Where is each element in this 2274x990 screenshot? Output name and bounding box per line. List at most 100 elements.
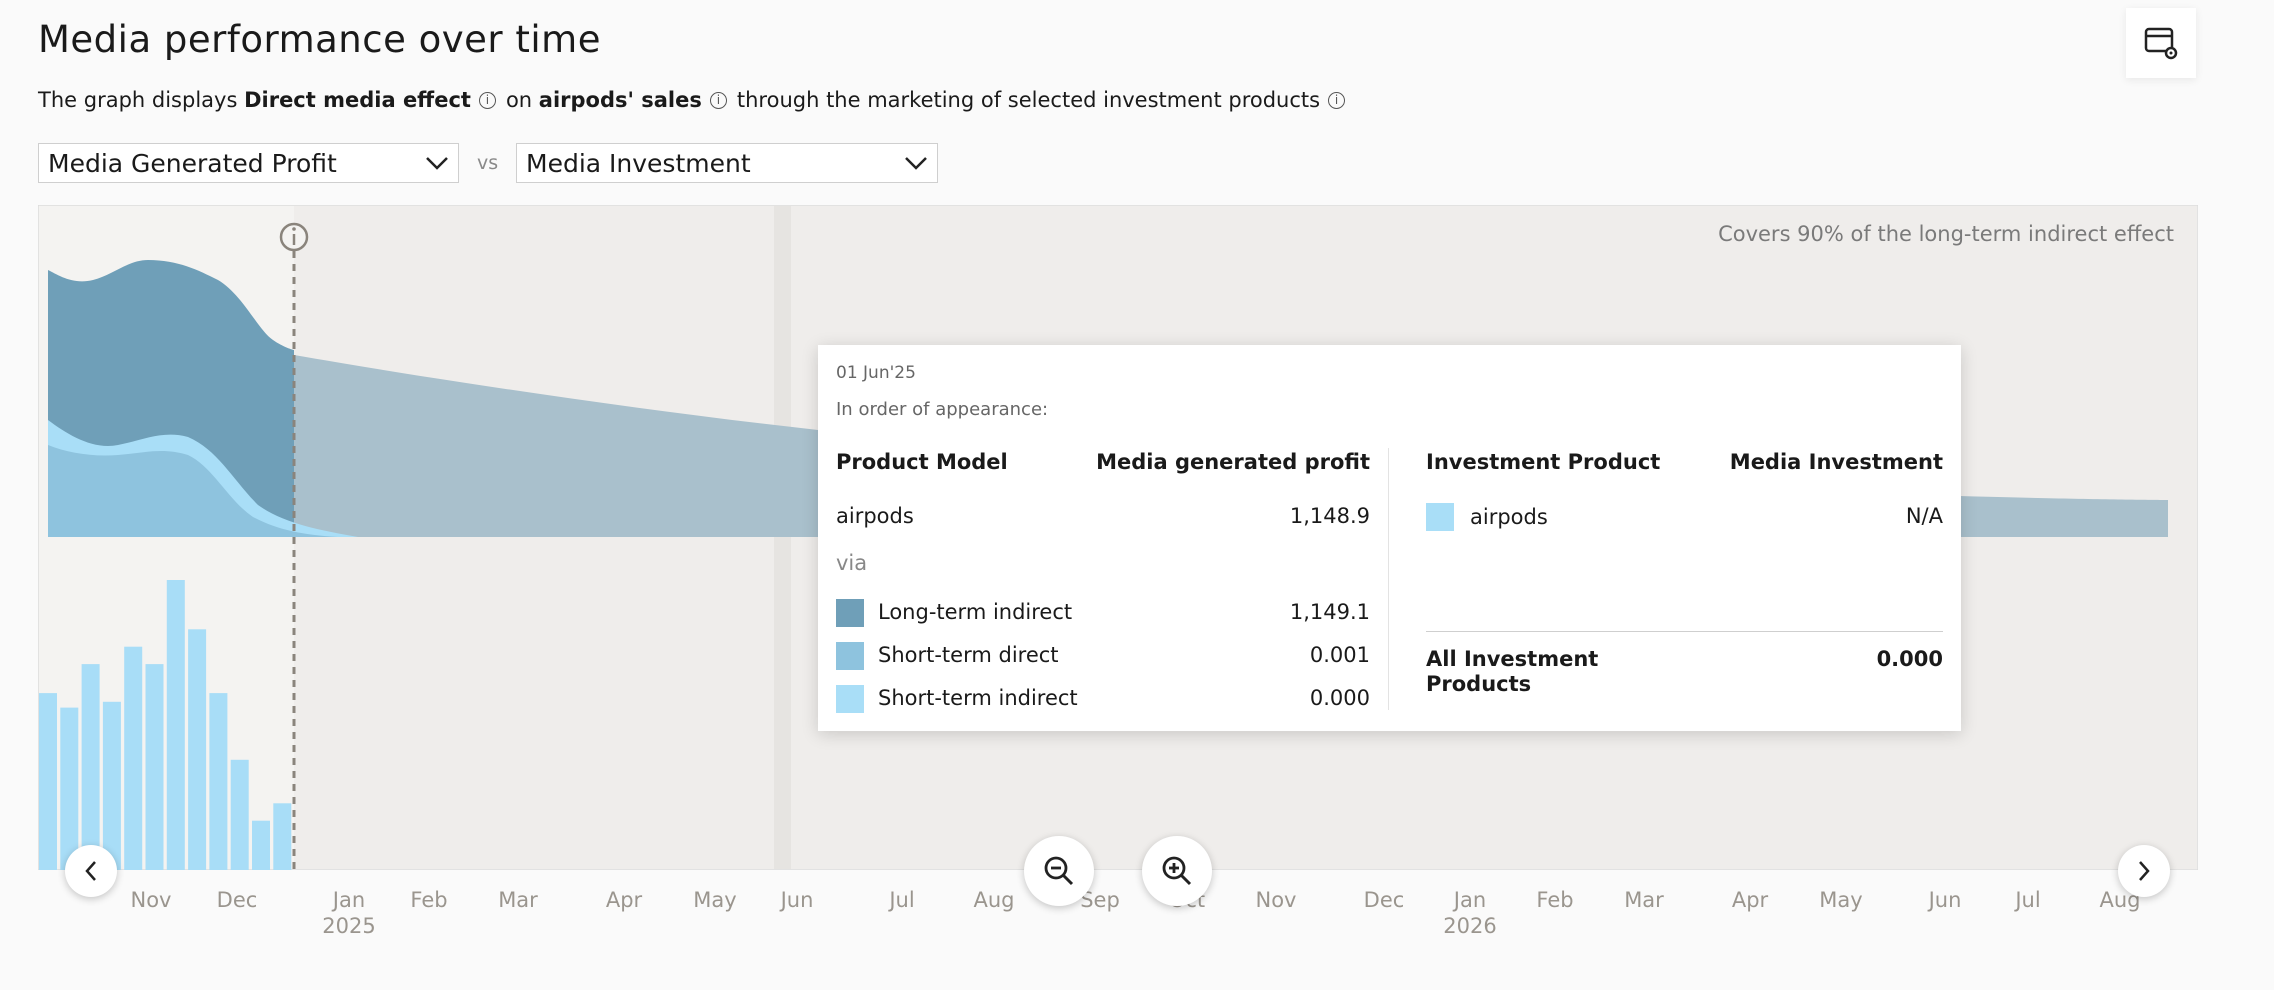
x-tick-year: 2025 [322, 914, 376, 938]
investment-swatch [1426, 503, 1454, 531]
investment-name: airpods [1470, 505, 1548, 529]
right-metric-select[interactable]: Media Investment [516, 143, 938, 183]
x-tick-month: Jun [780, 888, 814, 912]
zoom-in-button[interactable] [1142, 836, 1212, 906]
chevron-down-icon [426, 157, 448, 170]
x-tick-month: Jul [889, 888, 915, 912]
product-model-header: Product Model [836, 450, 1008, 474]
breakdown-value: 1,149.1 [1289, 600, 1370, 624]
x-tick-month: May [693, 888, 737, 912]
product-name: airpods [836, 504, 914, 528]
x-tick-month: Aug [973, 888, 1015, 912]
x-tick-month: Mar [1624, 888, 1664, 912]
chevron-down-icon [905, 157, 927, 170]
info-icon[interactable]: i [1328, 91, 1346, 109]
x-tick-label: Dec [217, 888, 258, 912]
x-tick-label: Jul [889, 888, 914, 912]
x-tick-label: Jun [781, 888, 814, 912]
x-tick-month: Nov [130, 888, 172, 912]
effect-type: Direct media effect [244, 88, 471, 112]
product-value: 1,148.9 [1289, 504, 1370, 528]
x-tick-label: Apr [606, 888, 642, 912]
x-tick-month: Apr [605, 888, 643, 912]
chevron-right-icon [2139, 861, 2150, 881]
right-metric-value: Media Investment [526, 148, 751, 178]
data-tooltip: 01 Jun'25 In order of appearance: Produc… [818, 345, 1961, 731]
x-tick-month: Jul [2015, 888, 2041, 912]
x-tick-month: Feb [410, 888, 448, 912]
investment-bar [102, 701, 121, 870]
vs-label: vs [477, 152, 499, 174]
investment-bar [166, 580, 185, 870]
investment-bar [209, 693, 228, 870]
hover-column [774, 206, 791, 869]
x-tick-label: Apr [1732, 888, 1768, 912]
subtitle-suffix: through the marketing of selected invest… [736, 88, 1321, 112]
x-tick-month: Dec [1363, 888, 1405, 912]
investment-bars [39, 580, 292, 870]
x-tick-month: Nov [1255, 888, 1297, 912]
short-term-indirect-swatch [836, 685, 864, 713]
investment-bar [81, 664, 100, 870]
x-tick-year: 2026 [1443, 914, 1497, 938]
via-label: via [836, 551, 868, 575]
investment-bar [39, 693, 57, 870]
coverage-note: Covers 90% of the long-term indirect eff… [1718, 222, 2174, 246]
x-tick-month: Jan [332, 888, 366, 912]
x-tick-label: Mar [498, 888, 538, 912]
breakdown-value: 0.000 [1309, 686, 1370, 710]
table-settings-icon [2144, 27, 2178, 60]
x-tick-label: Dec [1364, 888, 1405, 912]
left-metric-select[interactable]: Media Generated Profit [38, 143, 459, 183]
breakdown-label: Short-term direct [878, 643, 1059, 667]
info-icon[interactable]: i [478, 91, 496, 109]
info-icon-dot [292, 227, 296, 231]
chart-description: The graph displays Direct media effect i… [38, 88, 1355, 112]
total-label: All Investment Products [1426, 647, 1599, 696]
investment-bar [145, 664, 164, 870]
x-tick-label: Jun [1929, 888, 1962, 912]
x-tick-month: May [1819, 888, 1863, 912]
tooltip-order-label: In order of appearance: [836, 399, 1049, 420]
long-term-indirect-swatch [836, 599, 864, 627]
page-title: Media performance over time [38, 18, 601, 61]
x-tick-month: Apr [1731, 888, 1769, 912]
media-profit-header: Media generated profit [1096, 450, 1370, 474]
totals-divider [1426, 631, 1943, 632]
zoom-out-icon [1044, 856, 1074, 886]
scroll-right-button[interactable] [2118, 845, 2170, 897]
table-settings-button[interactable] [2126, 8, 2196, 78]
x-tick-month: Jun [1928, 888, 1962, 912]
zoom-out-button[interactable] [1024, 836, 1094, 906]
info-icon[interactable]: i [709, 91, 727, 109]
breakdown-value: 0.001 [1309, 643, 1370, 667]
total-value: 0.000 [1876, 647, 1943, 671]
tooltip-divider [1388, 448, 1389, 710]
x-tick-label: Jan 2026 [1443, 888, 1496, 938]
media-investment-header: Media Investment [1729, 450, 1943, 474]
investment-bar [60, 707, 79, 870]
zoom-in-icon [1162, 856, 1192, 886]
investment-bar [188, 629, 207, 870]
x-tick-label: Jan 2025 [322, 888, 375, 938]
x-tick-label: Mar [1624, 888, 1664, 912]
scroll-left-button[interactable] [65, 845, 117, 897]
subtitle-prefix: The graph displays [38, 88, 238, 112]
tooltip-date: 01 Jun'25 [836, 363, 916, 383]
investment-bar [124, 646, 143, 870]
short-term-direct-area [48, 445, 338, 537]
x-tick-label: Nov [131, 888, 172, 912]
investment-bar [230, 759, 249, 870]
breakdown-label: Long-term indirect [878, 600, 1073, 624]
x-tick-label: Feb [1536, 888, 1573, 912]
breakdown-label: Short-term indirect [878, 686, 1078, 710]
sales-target: airpods' sales [538, 88, 702, 112]
chevron-left-icon [85, 861, 96, 881]
investment-product-header: Investment Product [1426, 450, 1661, 474]
subtitle-on: on [505, 88, 533, 112]
x-tick-label: Nov [1256, 888, 1297, 912]
x-tick-month: Mar [498, 888, 538, 912]
short-term-direct-swatch [836, 642, 864, 670]
x-tick-month: Feb [1536, 888, 1574, 912]
x-tick-label: May [693, 888, 736, 912]
